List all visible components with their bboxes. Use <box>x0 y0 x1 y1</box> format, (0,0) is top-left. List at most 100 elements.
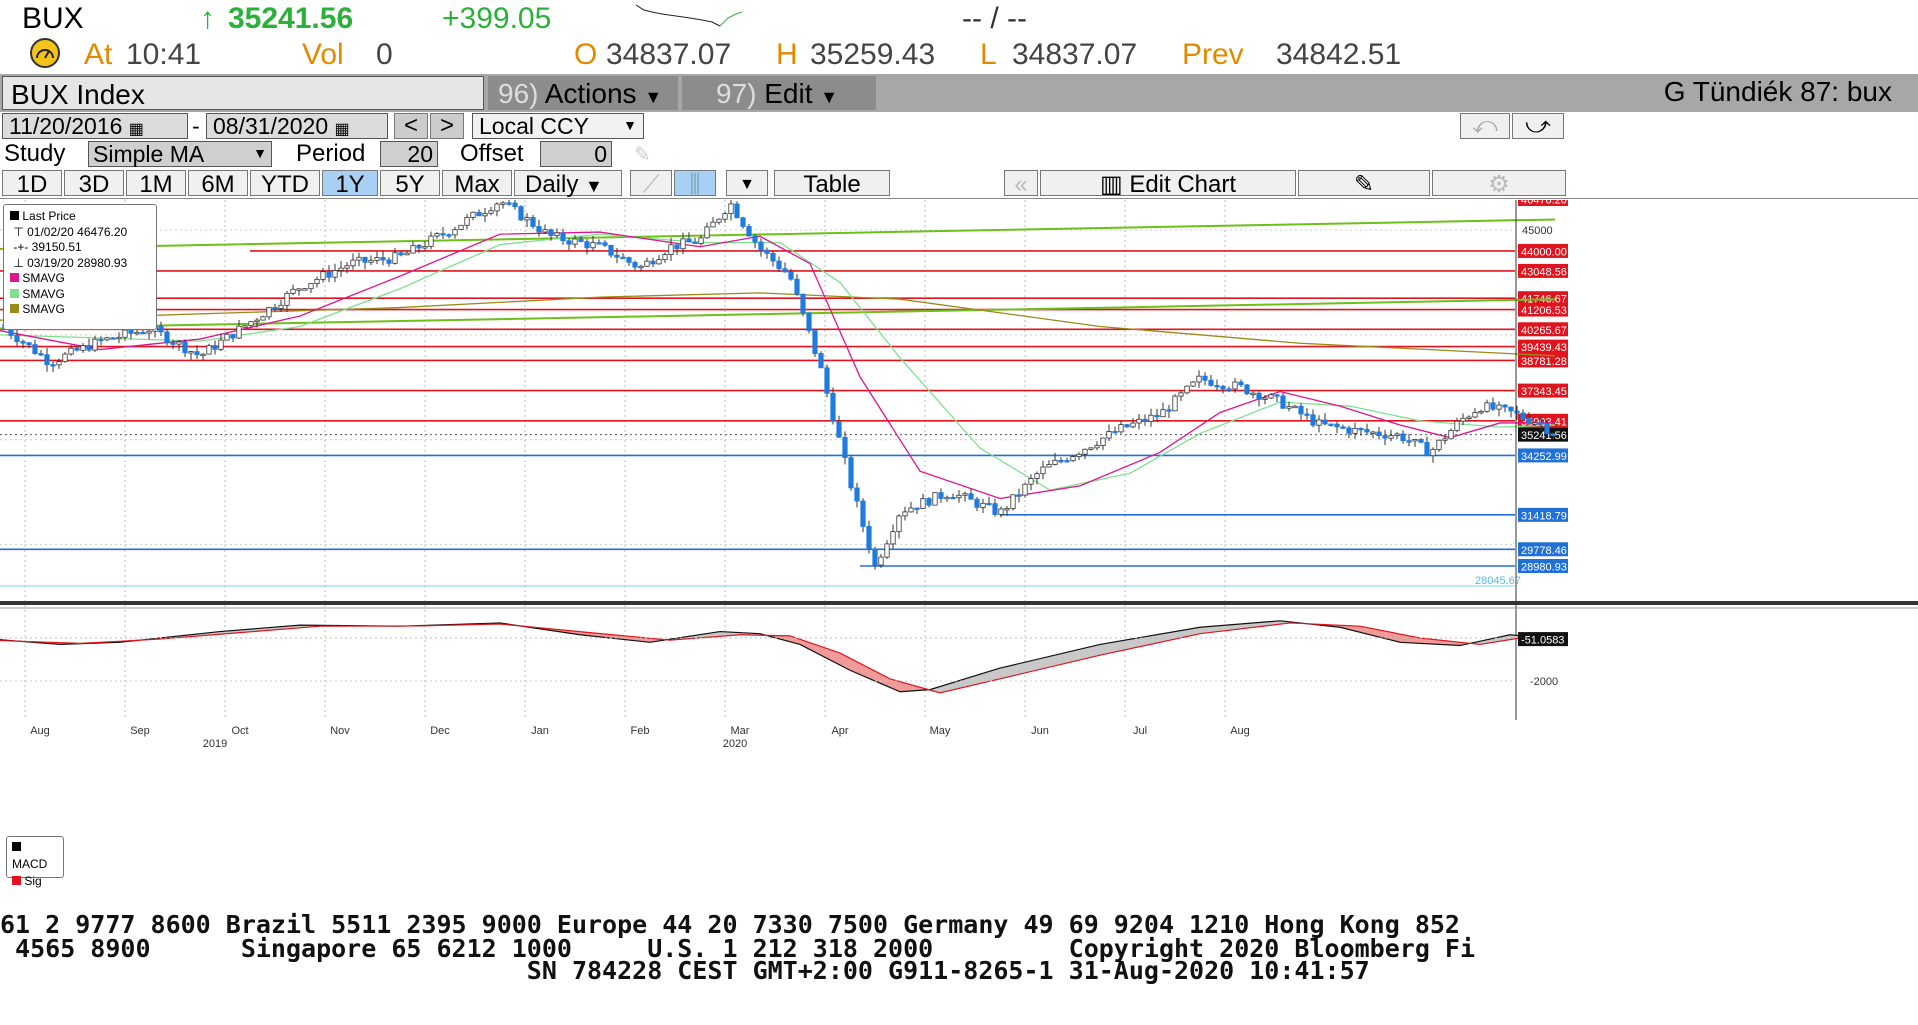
chart-type-dropdown-icon[interactable]: ▼ <box>726 170 768 196</box>
macd-fill <box>1085 646 1090 659</box>
study-select[interactable]: Simple MA ▼ <box>88 141 272 167</box>
period-6m-button[interactable]: 6M <box>188 170 248 198</box>
candle-body <box>110 337 116 340</box>
candle-body <box>1004 508 1010 511</box>
actions-menu[interactable]: 96) Actions ▼ <box>488 76 678 110</box>
macd-fill <box>995 668 1000 681</box>
candle-body <box>356 256 362 261</box>
candle-body <box>32 344 38 354</box>
prev-value: 34842.51 <box>1276 38 1402 71</box>
edit-menu[interactable]: 97) Edit ▼ <box>682 76 876 110</box>
candle-body <box>824 367 830 394</box>
level-tag <box>1518 200 1568 206</box>
edit-chart-icon: ▥ <box>1099 171 1123 198</box>
level-tag <box>1518 559 1568 573</box>
quote-details: At 10:41 Vol 0 O 34837.07 H 35259.43 L 3… <box>0 38 1918 74</box>
candle-body <box>1214 385 1220 388</box>
frequency-select[interactable]: Daily ▼ <box>514 170 622 198</box>
settings-gear-icon[interactable]: ⚙ <box>1432 170 1566 198</box>
period-1m-button[interactable]: 1M <box>126 170 186 198</box>
candle-body <box>326 271 332 278</box>
candle-body <box>686 238 692 243</box>
candle-body <box>98 338 104 342</box>
candle-body <box>1010 494 1016 509</box>
period-max-button[interactable]: Max <box>442 170 512 198</box>
speedometer-icon[interactable] <box>30 38 60 68</box>
candle-body <box>1112 431 1118 434</box>
macd-fill <box>1005 665 1010 678</box>
level-tag <box>1518 339 1568 354</box>
candle-body <box>1496 404 1502 410</box>
signal-line <box>0 622 1556 694</box>
candle-body <box>908 507 914 513</box>
candle-body <box>1394 433 1400 437</box>
candle-body <box>902 511 908 517</box>
macd-fill <box>1025 661 1030 673</box>
macd-fill <box>1250 622 1255 628</box>
high-label: H <box>776 38 798 71</box>
candle-body <box>284 292 290 306</box>
candle-body <box>242 325 248 328</box>
start-date-input[interactable]: 11/20/2016 ▦ <box>2 113 188 139</box>
undo-icon[interactable]: ⤺ <box>1460 113 1510 139</box>
candle-body <box>452 229 458 236</box>
macd-fill <box>820 646 825 658</box>
level-label: 43048.56 <box>1521 266 1567 278</box>
candle-body <box>1478 410 1484 414</box>
candle-chart-icon[interactable]: ⫼ <box>674 170 716 198</box>
candle-body <box>614 254 620 258</box>
macd-fill <box>885 676 890 688</box>
candle-body <box>578 238 584 243</box>
legend-last-price: Last Price <box>22 209 76 223</box>
period-3d-button[interactable]: 3D <box>64 170 124 198</box>
offset-input[interactable]: 0 <box>540 141 612 167</box>
period-1d-button[interactable]: 1D <box>2 170 62 198</box>
x-month-label: Jun <box>1031 725 1049 737</box>
period-1y-button[interactable]: 1Y <box>322 170 378 198</box>
candle-body <box>302 288 308 291</box>
annotate-icon[interactable]: ✎ <box>1298 170 1430 198</box>
macd-fill <box>1125 639 1130 650</box>
candle-body <box>890 531 896 545</box>
line-chart-icon[interactable]: ⟋ <box>630 170 672 198</box>
candle-body <box>146 330 152 334</box>
macd-fill <box>1230 624 1235 631</box>
candle-body <box>1274 394 1280 397</box>
collapse-icon[interactable]: « <box>1004 170 1038 198</box>
end-date-input[interactable]: 08/31/2020 ▦ <box>206 113 388 139</box>
candle-body <box>1502 404 1508 408</box>
next-range-button[interactable]: > <box>430 113 464 139</box>
table-button[interactable]: Table <box>774 170 890 198</box>
currency-select[interactable]: Local CCY ▼ <box>472 113 644 139</box>
x-year-label: 2019 <box>203 738 227 750</box>
macd-fill <box>945 683 950 692</box>
redo-icon[interactable]: ⤻ <box>1512 113 1564 139</box>
price-chart[interactable]: 46476.2044000.0043048.5641746.6741206.53… <box>0 200 1918 920</box>
candle-body <box>608 244 614 256</box>
candle-body <box>1370 431 1376 434</box>
edit-chart-button[interactable]: ▥ Edit Chart <box>1040 170 1296 198</box>
security-field[interactable]: BUX Index <box>2 76 484 110</box>
macd-fill <box>1365 627 1370 635</box>
period-input[interactable]: 20 <box>380 141 438 167</box>
macd-fill <box>1140 636 1145 647</box>
candle-body <box>158 325 164 333</box>
candle-body <box>1286 405 1292 409</box>
candle-body <box>1346 427 1352 434</box>
candle-body <box>788 271 794 280</box>
macd-fill <box>860 663 865 677</box>
candle-body <box>650 260 656 265</box>
candle-body <box>266 307 272 318</box>
macd-panel: -51.0583 -2000 <box>0 620 1568 694</box>
macd-fill <box>1425 638 1430 644</box>
footer-contacts-line2: 4565 8900 Singapore 65 6212 1000 U.S. 1 … <box>0 934 1476 963</box>
pencil-icon[interactable]: ✎ <box>634 144 651 166</box>
period-5y-button[interactable]: 5Y <box>380 170 440 198</box>
candle-body <box>674 244 680 250</box>
candle-body <box>1382 435 1388 439</box>
prev-range-button[interactable]: < <box>394 113 428 139</box>
y-tick-label: 45000 <box>1522 225 1553 237</box>
candle-body <box>1160 409 1166 418</box>
period-ytd-button[interactable]: YTD <box>250 170 320 198</box>
quote-time: 10:41 <box>126 38 202 71</box>
